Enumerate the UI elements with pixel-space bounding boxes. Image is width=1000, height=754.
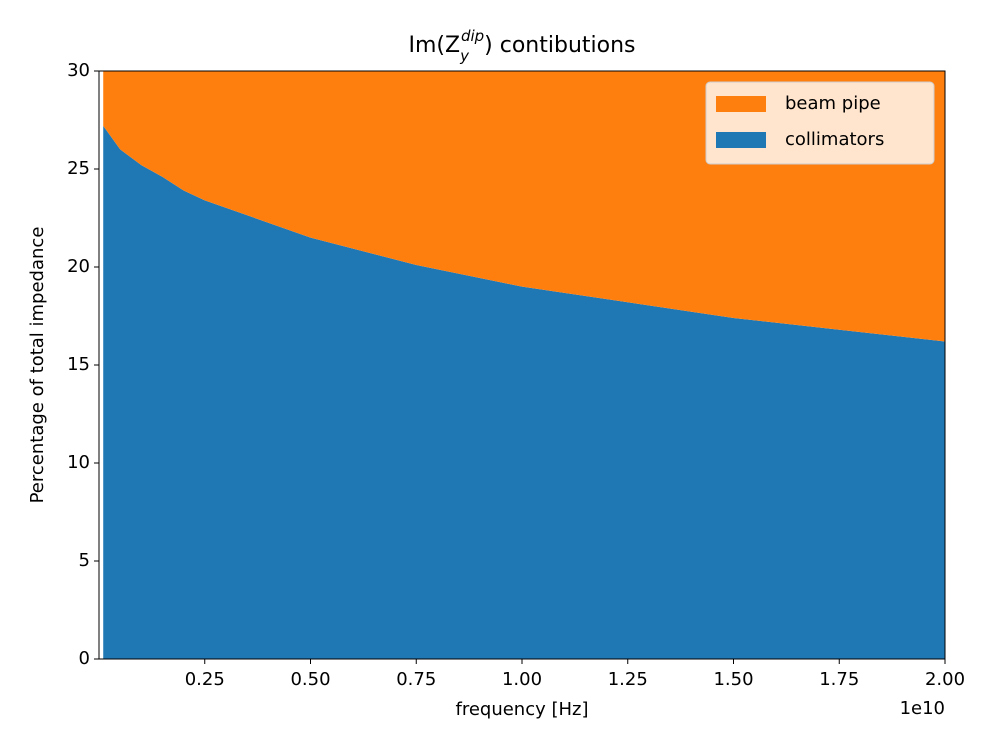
x-tick-label: 0.25 [185,669,225,690]
x-tick-label: 1.50 [713,669,753,690]
y-tick-label: 5 [79,550,90,571]
y-tick-label: 15 [67,354,90,375]
y-tick-label: 30 [67,60,90,81]
x-offset-label: 1e10 [900,698,945,719]
x-tick-label: 0.50 [290,669,330,690]
y-tick-label: 25 [67,158,90,179]
area [103,125,945,659]
legend-swatch [716,96,766,112]
x-tick-label: 1.00 [502,669,542,690]
legend-swatch [716,132,766,148]
y-axis-label: Percentage of total impedance [27,227,48,504]
legend-label: collimators [785,129,884,150]
legend-label: beam pipe [785,93,881,114]
x-tick-label: 1.25 [608,669,648,690]
y-tick-label: 10 [67,452,90,473]
y-tick-label: 20 [67,256,90,277]
chart-title: Im(Zydip) contibutions [408,27,635,65]
y-tick-label: 0 [79,648,90,669]
x-tick-label: 1.75 [819,669,859,690]
x-tick-label: 0.75 [396,669,436,690]
x-axis-label: frequency [Hz] [455,699,588,720]
x-tick-label: 2.00 [925,669,965,690]
